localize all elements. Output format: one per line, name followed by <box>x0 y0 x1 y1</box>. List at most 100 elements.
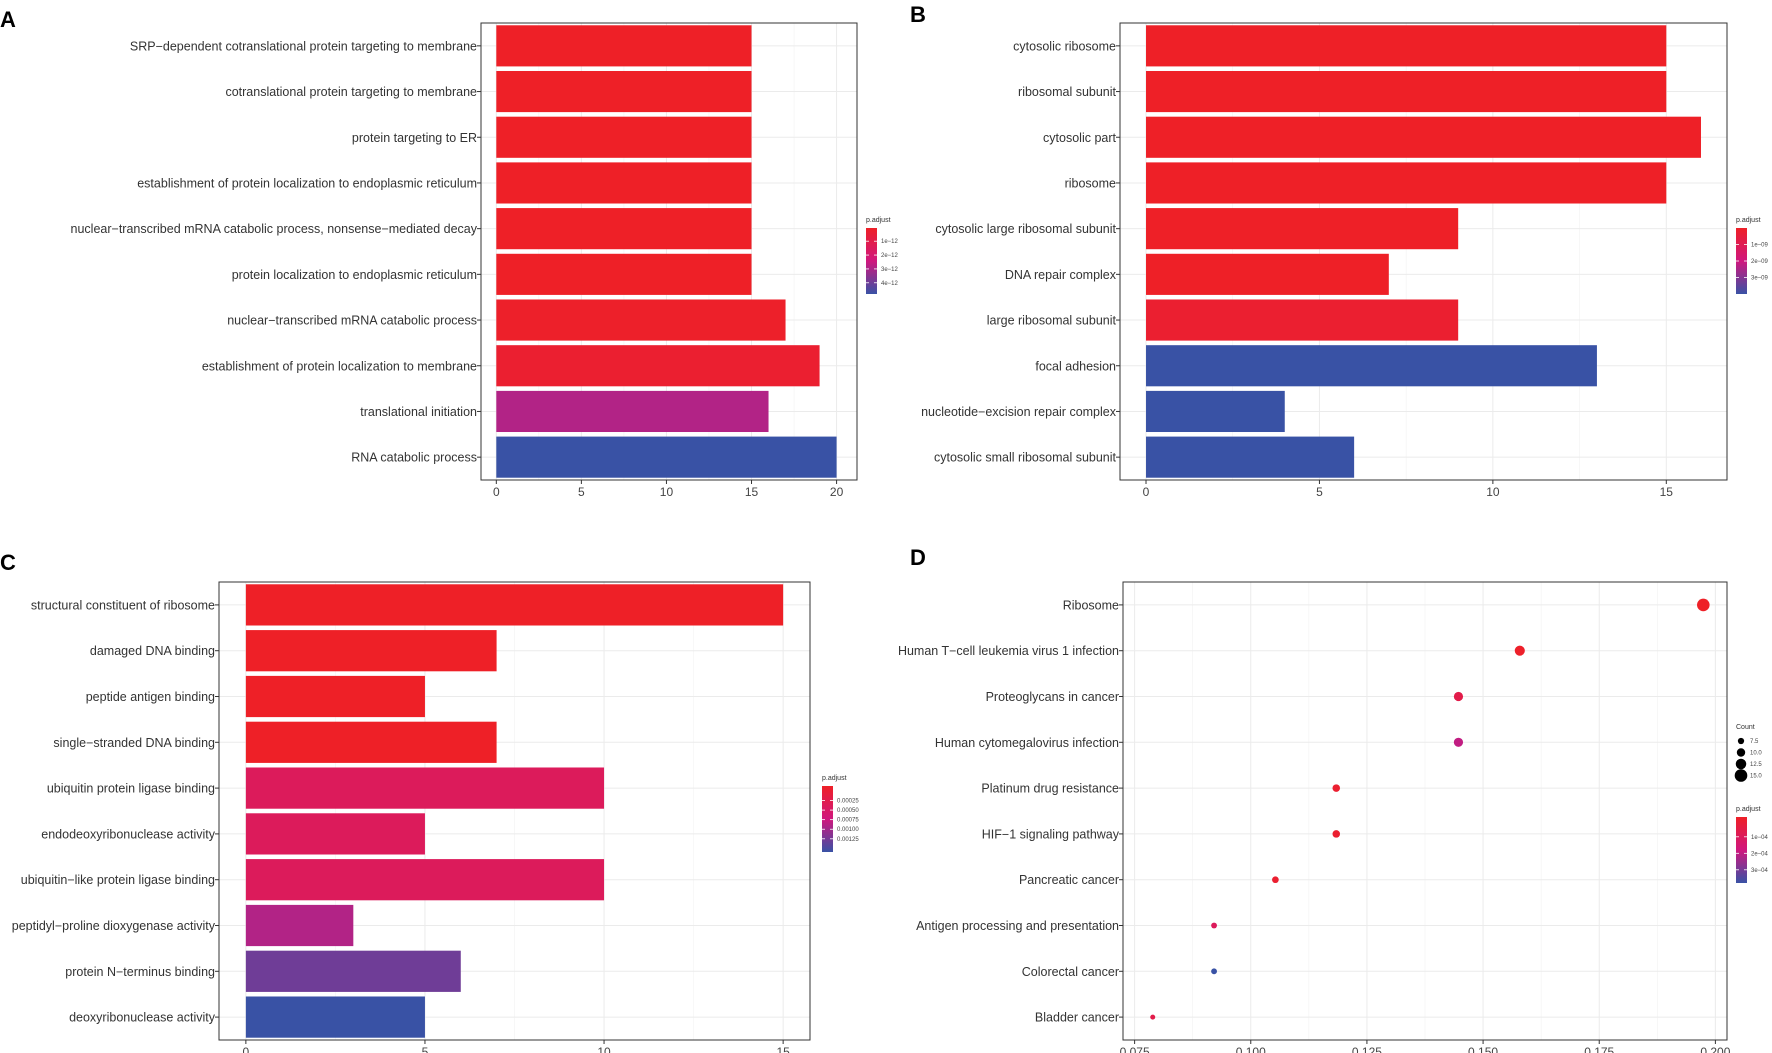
data-point <box>1211 968 1217 975</box>
x-tick-label: 15 <box>776 1045 790 1053</box>
legend-colorbar <box>1736 228 1747 294</box>
bar <box>1146 70 1667 113</box>
bar <box>245 767 605 809</box>
data-point <box>1453 691 1464 702</box>
x-tick-label: 0.125 <box>1352 1045 1382 1053</box>
data-point <box>1332 830 1341 838</box>
size-legend-dot <box>1737 737 1745 745</box>
bar <box>245 950 461 992</box>
legend-tick-label: 0.00100 <box>837 827 859 833</box>
panel-a-go-bp-chart: SRP−dependent cotranslational protein ta… <box>71 22 899 499</box>
category-label: translational initiation <box>360 405 477 419</box>
plot-border <box>480 22 858 481</box>
legend-tick-label: 4e−12 <box>881 281 899 287</box>
panel-c-go-mf-chart: structural constituent of ribosome damage… <box>12 581 859 1053</box>
category-label: cytosolic ribosome <box>1013 39 1116 53</box>
x-tick-label: 0 <box>243 1045 250 1053</box>
data-point <box>1150 1014 1156 1020</box>
category-label: RNA catabolic process <box>351 451 477 465</box>
category-label: large ribosomal subunit <box>987 314 1117 328</box>
bar <box>496 116 752 158</box>
plot-border <box>1122 581 1728 1041</box>
data-point <box>1211 922 1217 929</box>
x-tick-label: 0 <box>493 485 500 499</box>
panel-label-d: D <box>910 545 926 570</box>
bar <box>1146 390 1285 433</box>
bar <box>1146 436 1355 478</box>
data-point <box>1514 645 1525 656</box>
bar <box>1146 162 1667 204</box>
bar <box>245 859 605 901</box>
category-label: cotranslational protein targeting to mem… <box>225 85 477 99</box>
x-tick-label: 20 <box>830 485 844 499</box>
category-label: Proteoglycans in cancer <box>986 690 1119 704</box>
category-label: Ribosome <box>1063 598 1119 612</box>
category-label: protein N−terminus binding <box>65 965 215 979</box>
legend-tick-label: 3e−09 <box>1751 276 1769 282</box>
category-label: Pancreatic cancer <box>1019 873 1119 887</box>
x-tick-label: 0.150 <box>1468 1045 1498 1053</box>
bar <box>245 584 784 626</box>
legend-tick-label: 1e−04 <box>1751 835 1769 841</box>
category-label: establishment of protein localization to… <box>137 176 477 190</box>
bar <box>245 904 354 947</box>
data-point <box>1453 737 1464 747</box>
legend-tick-label: 0.00075 <box>837 818 859 824</box>
legend-title: p.adjust <box>822 775 847 782</box>
legend-tick-label: 2e−09 <box>1751 259 1769 265</box>
bar <box>1146 208 1459 250</box>
x-tick-label: 10 <box>597 1045 611 1053</box>
category-label: cytosolic small ribosomal subunit <box>934 451 1117 465</box>
legend-tick-label: 2e−04 <box>1751 851 1769 857</box>
legend-tick-label: 1e−12 <box>881 239 899 245</box>
bar <box>496 390 769 433</box>
legend-tick-label: 0.00025 <box>837 799 859 805</box>
size-legend-label: 15.0 <box>1750 774 1762 780</box>
x-tick-label: 5 <box>578 485 585 499</box>
x-tick-label: 0.075 <box>1120 1045 1150 1053</box>
category-label: Colorectal cancer <box>1022 965 1119 979</box>
category-label: focal adhesion <box>1035 359 1116 373</box>
bar <box>245 630 497 672</box>
x-tick-label: 0.100 <box>1236 1045 1266 1053</box>
category-label: cytosolic part <box>1043 131 1116 145</box>
category-label: Human T−cell leukemia virus 1 infection <box>898 644 1119 658</box>
category-label: nucleotide−excision repair complex <box>921 405 1117 419</box>
category-label: ubiquitin−like protein ligase binding <box>21 873 215 887</box>
legend-colorbar <box>822 786 833 852</box>
bar <box>245 996 425 1038</box>
legend-colorbar <box>866 228 877 294</box>
legend-title: p.adjust <box>1736 806 1761 813</box>
x-tick-label: 0 <box>1143 485 1150 499</box>
category-label: SRP−dependent cotranslational protein ta… <box>130 39 477 53</box>
size-legend-label: 10.0 <box>1750 751 1762 757</box>
x-tick-label: 15 <box>745 485 759 499</box>
bar <box>496 299 786 341</box>
data-point <box>1697 598 1710 612</box>
x-tick-label: 0.200 <box>1700 1045 1730 1053</box>
bar <box>496 162 752 204</box>
plot-border <box>1119 22 1728 481</box>
bar <box>1146 253 1389 295</box>
category-label: damaged DNA binding <box>90 644 215 658</box>
category-label: peptide antigen binding <box>86 690 215 704</box>
panel-label-c: C <box>0 550 16 575</box>
x-tick-label: 10 <box>1486 485 1500 499</box>
legend-tick-label: 0.00050 <box>837 808 859 814</box>
legend-tick-label: 2e−12 <box>881 253 899 259</box>
category-label: protein targeting to ER <box>352 131 477 145</box>
bar <box>496 25 752 67</box>
bar <box>496 436 837 478</box>
size-legend-dot <box>1735 758 1747 770</box>
size-legend-label: 12.5 <box>1750 762 1762 768</box>
x-tick-label: 15 <box>1660 485 1674 499</box>
legend-colorbar <box>1736 817 1747 883</box>
bar <box>245 813 425 855</box>
category-label: DNA repair complex <box>1005 268 1117 282</box>
legend-tick-label: 3e−04 <box>1751 868 1769 874</box>
panel-b-go-cc-chart: cytosolic ribosome ribosomal subunit cytos… <box>921 22 1769 499</box>
category-label: deoxyribonuclease activity <box>69 1011 216 1025</box>
category-label: ubiquitin protein ligase binding <box>47 782 215 796</box>
plot-border <box>218 581 811 1041</box>
